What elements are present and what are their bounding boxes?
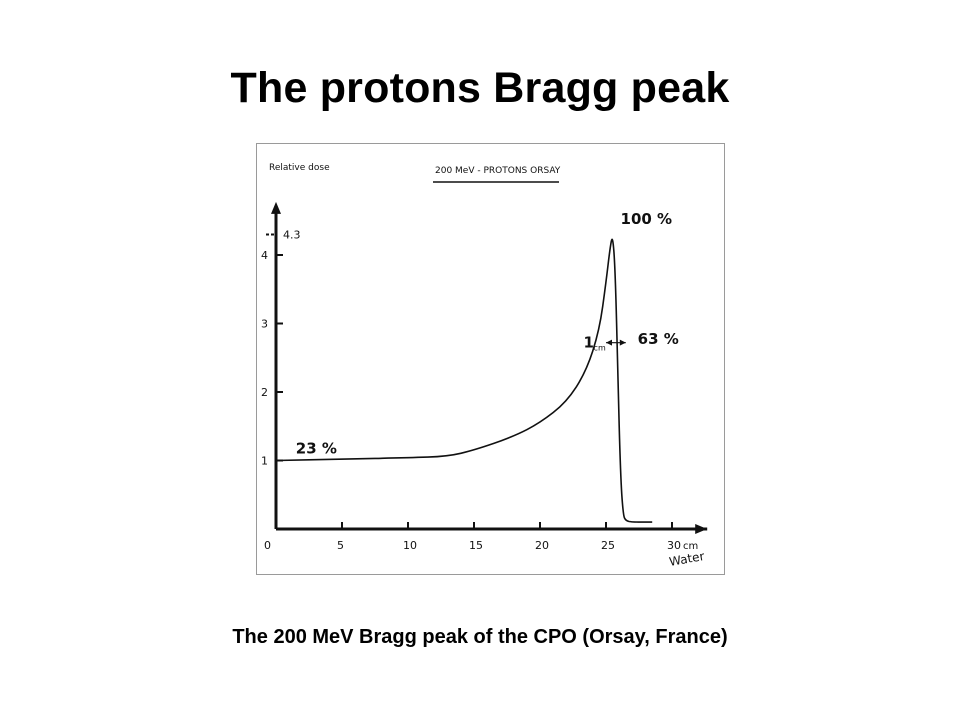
chart-ticks: 0 5 10 15 20 25 30 1 2 3 4 4.3	[261, 228, 681, 552]
bragg-curve-line	[275, 238, 653, 523]
y-tick-label: 3	[261, 318, 268, 331]
annotation-label: 100 %	[621, 210, 673, 228]
x-tick-label: 30	[667, 539, 681, 552]
y-axis-label: Relative dose	[269, 163, 330, 173]
y-tick-label: 2	[261, 386, 268, 399]
x-axis-unit: cm	[683, 541, 698, 552]
x-tick-label: 20	[535, 539, 549, 552]
annotation-unit: cm	[594, 343, 606, 352]
chart-figure: 0 5 10 15 20 25 30 1 2 3 4 4.3 200 MeV - PROTONS OR…	[256, 143, 725, 575]
chart-axes	[271, 201, 708, 534]
x-tick-label: 25	[601, 539, 615, 552]
y-tick-label: 1	[261, 455, 268, 468]
y-top-marker-label: 4.3	[283, 228, 301, 241]
x-axis-name: Water	[668, 549, 705, 569]
chart-series	[275, 238, 653, 523]
y-tick-label: 4	[261, 249, 268, 262]
x-tick-label: 0	[264, 539, 271, 552]
annotation-label: 63 %	[638, 330, 679, 348]
annotation-label: 23 %	[296, 440, 337, 458]
x-tick-label: 15	[469, 539, 483, 552]
width-arrow-right-head	[619, 339, 626, 346]
figure-caption: The 200 MeV Bragg peak of the CPO (Orsay…	[232, 626, 728, 648]
annotation-label: 1	[584, 333, 594, 351]
x-axis-arrow	[695, 524, 708, 534]
bragg-peak-chart: 0 5 10 15 20 25 30 1 2 3 4 4.3 200 MeV - PROTONS OR…	[261, 163, 708, 569]
chart-title: 200 MeV - PROTONS ORSAY	[435, 166, 561, 176]
slide-title: The protons Bragg peak	[230, 64, 730, 112]
y-axis-arrow	[271, 201, 281, 214]
width-arrow-left-head	[606, 339, 612, 346]
x-tick-label: 10	[403, 539, 417, 552]
x-tick-label: 5	[337, 539, 344, 552]
